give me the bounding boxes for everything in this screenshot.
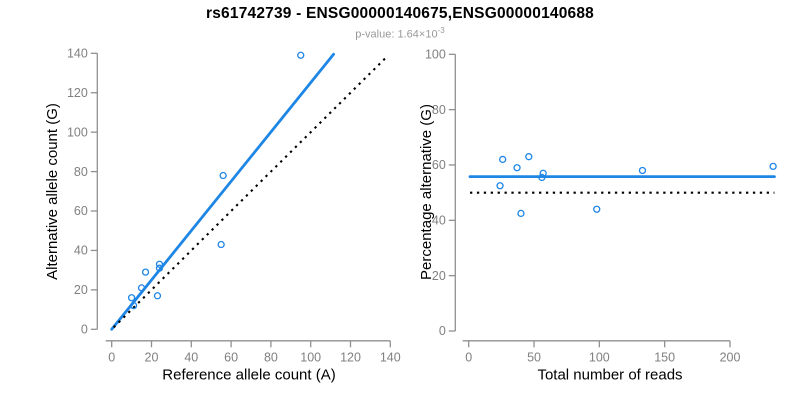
y-tick-label: 40: [432, 214, 446, 228]
y-tick-label: 60: [432, 158, 446, 172]
y-tick-label: 100: [67, 125, 88, 139]
data-point: [137, 284, 146, 292]
y-tick-label: 60: [74, 204, 88, 218]
x-tick-label: 60: [224, 350, 238, 364]
data-point: [593, 205, 601, 213]
x-tick-label: 200: [720, 350, 741, 364]
y-tick-label: 0: [439, 324, 446, 338]
x-tick-label: 150: [654, 350, 675, 364]
y-tick-label: 80: [432, 103, 446, 117]
regression-line: [110, 52, 335, 331]
y-axis-title: Alternative allele count (G): [44, 103, 61, 280]
p-value-exponent: -3: [437, 26, 445, 35]
x-tick-label: 40: [184, 350, 198, 364]
data-point: [517, 209, 525, 218]
data-point: [769, 162, 777, 171]
x-tick-label: 140: [380, 350, 401, 364]
data-point: [155, 260, 164, 268]
x-tick-label: 80: [264, 350, 278, 364]
data-point: [297, 51, 305, 59]
identity-line: [112, 56, 388, 329]
x-tick-label: 0: [465, 350, 472, 364]
x-tick-label: 100: [300, 350, 321, 364]
data-point: [141, 268, 150, 276]
data-point: [155, 264, 164, 272]
y-tick-label: 80: [74, 165, 88, 179]
data-point: [129, 301, 138, 310]
data-point: [496, 182, 504, 190]
y-axis-title: Percentage alternative (G): [418, 104, 435, 280]
data-point: [513, 164, 521, 172]
data-point: [499, 155, 507, 164]
data-point: [153, 292, 162, 300]
data-point: [539, 169, 547, 177]
y-tick-label: 140: [67, 47, 88, 61]
p-value-label: p-value:: [355, 28, 398, 41]
y-tick-label: 100: [425, 48, 446, 62]
y-tick-label: 120: [67, 86, 88, 100]
x-tick-label: 20: [145, 350, 159, 364]
y-tick-label: 20: [74, 283, 88, 297]
data-point: [638, 166, 647, 175]
x-axis-title: Total number of reads: [537, 367, 682, 384]
p-value-base: ×10: [418, 28, 438, 41]
y-tick-label: 0: [81, 323, 88, 337]
x-axis-title: Reference allele count (A): [162, 367, 335, 384]
p-value-mantissa: 1.64: [397, 28, 419, 41]
data-point: [219, 171, 227, 180]
data-point: [525, 153, 533, 161]
data-point: [127, 294, 136, 302]
figure-subtitle: p-value: 1.64×10-3: [0, 26, 800, 41]
y-tick-label: 20: [432, 269, 446, 283]
x-tick-label: 50: [527, 350, 541, 364]
x-tick-label: 100: [589, 350, 610, 364]
data-point: [217, 240, 225, 249]
y-tick-label: 40: [74, 244, 88, 258]
x-tick-label: 0: [108, 350, 115, 364]
x-tick-label: 120: [340, 350, 361, 364]
data-point: [538, 173, 546, 182]
figure-title: rs61742739 - ENSG00000140675,ENSG0000014…: [206, 5, 594, 22]
